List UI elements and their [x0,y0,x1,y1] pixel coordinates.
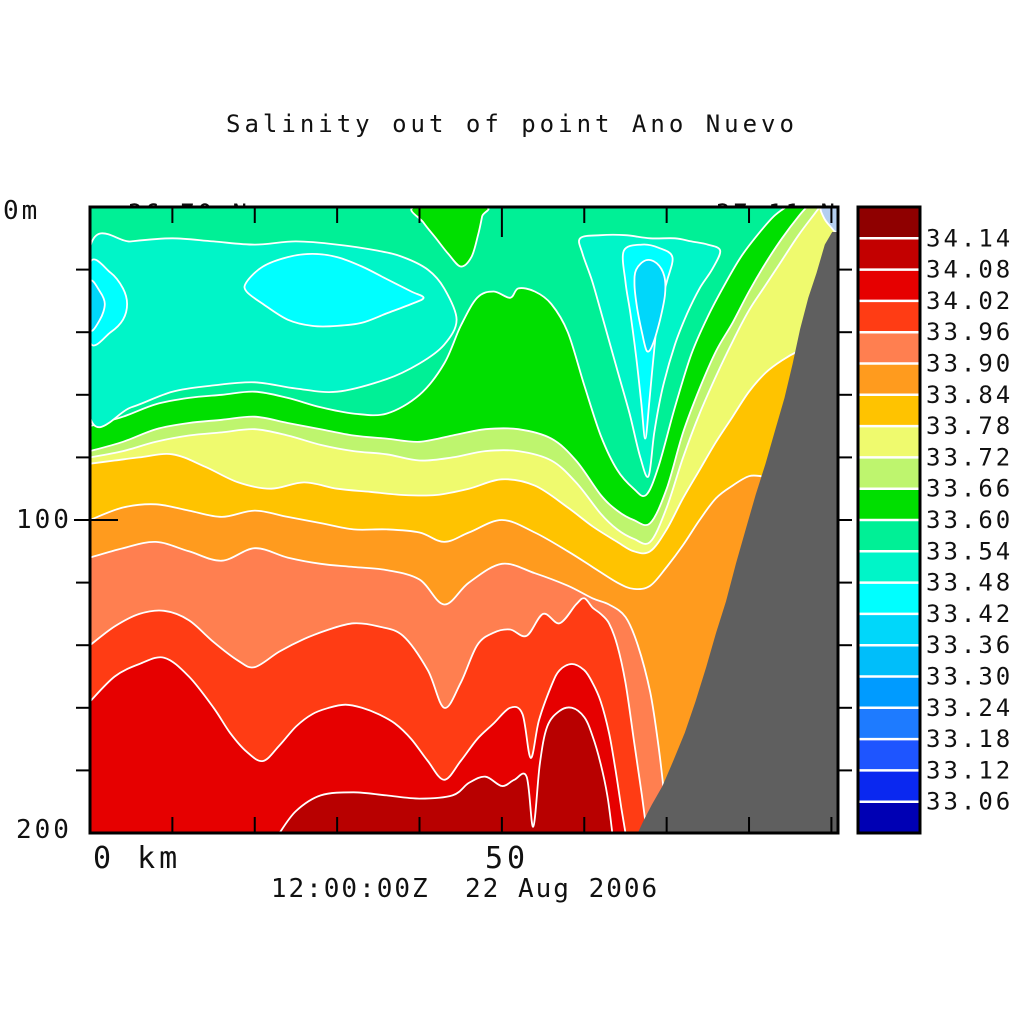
isohaline-34.08 [278,706,614,833]
colorbar-label: 33.12 [926,756,1013,784]
colorbar-segment [858,426,920,458]
band-fill-34.02 [90,657,838,833]
colorbar-segment [858,394,920,427]
colorbar-label: 33.06 [926,788,1013,816]
colorbar-frame [856,205,922,835]
isohaline-33.6 [90,207,787,498]
colorbar-segment [858,332,920,364]
depth-axis-label-200: 200 [16,815,72,845]
colorbar-label: 33.36 [926,631,1013,659]
colorbar-label: 33.78 [926,412,1013,440]
colorbar-segment [858,488,920,521]
colorbar-label: 34.14 [926,224,1013,252]
colorbar-segment [858,770,920,803]
isohaline-33.78 [90,343,816,555]
colorbar-label: 33.60 [926,506,1013,534]
colorbar-segment [858,238,920,271]
colorbar-label: 33.90 [926,350,1013,378]
depth-axis-label-0m: 0m [3,196,41,226]
west-cyan-lens [243,252,425,328]
bathymetry [637,232,838,833]
isohaline-33.9 [90,540,670,833]
plot-title: Salinity out of point Ano Nuevo [226,110,798,138]
colorbar-label: 33.96 [926,318,1013,346]
distance-axis-label-50: 50 [484,841,530,876]
isohaline-33.66 [90,207,808,527]
colorbar-segment [858,707,920,740]
coastal-pale-blue-sliver [819,207,838,234]
colorbar-label: 33.42 [926,600,1013,628]
axis-ticks [74,207,852,833]
colorbar-segment [858,582,920,615]
depth-axis-label-100: 100 [16,505,72,535]
colorbar-segment [858,269,920,302]
colorbar-label: 33.84 [926,381,1013,409]
colorbar-segment [858,300,920,333]
colorbar-label: 33.66 [926,475,1013,503]
isohaline-33.96 [90,597,648,833]
colorbar-segment [858,520,920,552]
surface-green-pocket [410,207,490,268]
colorbar-label: 33.30 [926,663,1013,691]
colorbar-segment [858,613,920,646]
isohaline-33.72 [90,207,821,545]
timestamp-label: 12:00:00Z 22 Aug 2006 [270,874,660,904]
colorbar-label: 34.02 [926,287,1013,315]
colorbar-segment [858,801,920,834]
colorbar-label: 33.18 [926,725,1013,753]
colorbar-segment [858,739,920,771]
colorbar-label: 33.72 [926,443,1013,471]
distance-axis-label-0km: 0 km [93,841,182,876]
colorbar-segment [858,645,920,677]
colorbar-label: 33.54 [926,537,1013,565]
colorbar-segment [858,363,920,396]
isohaline-34.02 [90,656,627,833]
colorbar-label: 34.08 [926,256,1013,284]
colorbar-segment [858,457,920,490]
isohaline-33.84 [90,474,762,591]
left-edge-skyblue-core [90,279,106,332]
colorbar-label: 33.24 [926,694,1013,722]
contour-field [90,207,838,833]
east-skyblue-core [633,258,667,353]
colorbar-label: 33.48 [926,569,1013,597]
colorbar-segment [858,551,920,584]
colorbar: 34.14 34.08 34.02 33.96 33.90 33.84 33.78 33.72… [856,205,1013,835]
colorbar-segment [858,676,920,709]
colorbar-segment [858,207,920,239]
